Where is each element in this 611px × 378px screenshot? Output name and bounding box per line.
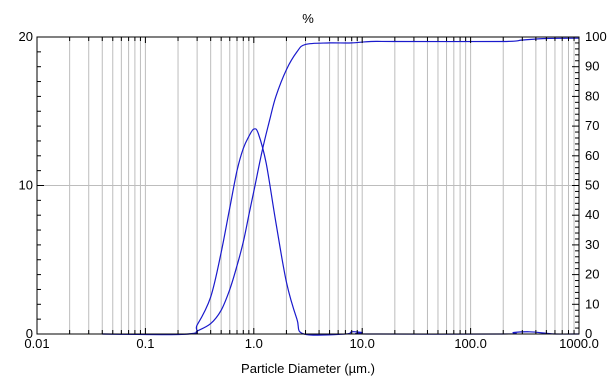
y-right-tick-label: 80 [585,88,599,103]
y-left-tick-label: 10 [19,178,33,193]
grid-layer [37,37,579,334]
x-axis-title: Particle Diameter (µm.) [241,361,375,376]
x-tick-label: 1000.0 [559,336,599,351]
x-tick-label: 10.0 [350,336,375,351]
y-right-tick-label: 20 [585,267,599,282]
y-right-tick-label: 0 [585,326,592,341]
x-tick-label: 0.01 [24,336,49,351]
y-right-tick-label: 40 [585,207,599,222]
x-tick-label: 0.1 [136,336,154,351]
y-left-tick-label: 20 [19,29,33,44]
y-left-tick-label: 0 [26,326,33,341]
y-right-tick-label: 70 [585,118,599,133]
series-layer [102,37,580,336]
label-layer: 0.01 0.1 1.0 10.0 100.0 1000.0010200102030405… [19,29,607,351]
x-tick-label: 1.0 [245,336,263,351]
y-right-tick-label: 90 [585,59,599,74]
x-tick-label: 100.0 [454,336,487,351]
tick-layer [36,36,579,335]
chart-title: % [302,11,314,26]
y-right-tick-label: 50 [585,178,599,193]
y-right-tick-label: 100 [585,29,607,44]
y-right-tick-label: 30 [585,237,599,252]
y-right-tick-label: 10 [585,296,599,311]
y-right-tick-label: 60 [585,148,599,163]
frequency-series-line [102,128,580,336]
cumulative-series-line [102,37,580,335]
